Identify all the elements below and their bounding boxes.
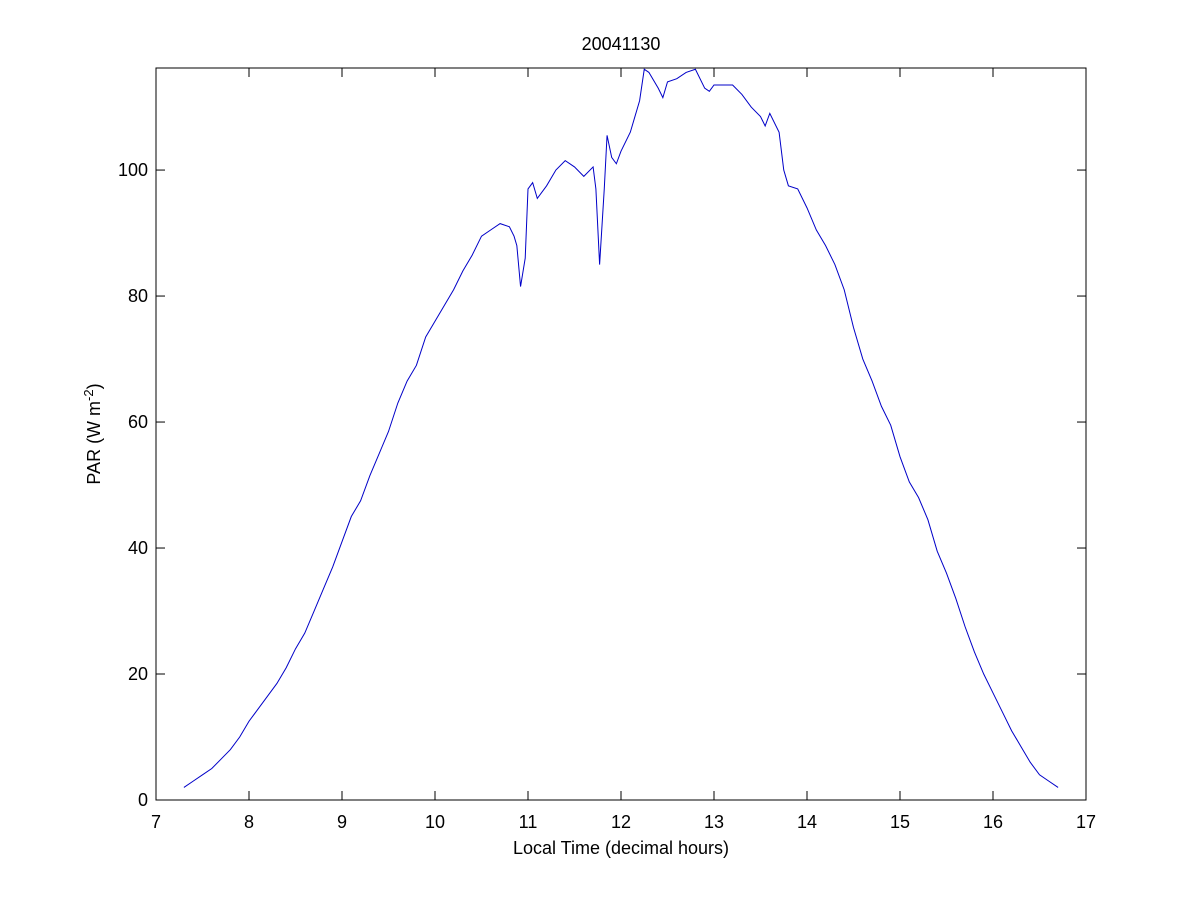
- x-tick-label: 15: [890, 812, 910, 832]
- x-tick-label: 8: [244, 812, 254, 832]
- y-tick-label: 100: [118, 160, 148, 180]
- y-label-superscript: -2: [81, 389, 96, 401]
- x-tick-label: 9: [337, 812, 347, 832]
- x-tick-label: 7: [151, 812, 161, 832]
- y-tick-label: 20: [128, 664, 148, 684]
- x-tick-label: 14: [797, 812, 817, 832]
- y-label-suffix: ): [84, 383, 104, 389]
- x-tick-label: 17: [1076, 812, 1096, 832]
- x-tick-label: 10: [425, 812, 445, 832]
- chart-title: 20041130: [582, 34, 661, 54]
- y-axis-label: PAR (W m-2): [81, 383, 104, 484]
- y-tick-label: 0: [138, 790, 148, 810]
- x-tick-label: 13: [704, 812, 724, 832]
- x-tick-label: 11: [519, 812, 538, 832]
- data-line: [183, 68, 1059, 788]
- y-tick-label: 40: [128, 538, 148, 558]
- y-label-text: PAR (W m: [84, 401, 104, 485]
- x-axis-label: Local Time (decimal hours): [513, 838, 729, 858]
- y-tick-label: 60: [128, 412, 148, 432]
- x-tick-label: 12: [611, 812, 631, 832]
- y-tick-label: 80: [128, 286, 148, 306]
- x-tick-label: 16: [983, 812, 1003, 832]
- axes-box: [155, 67, 1087, 801]
